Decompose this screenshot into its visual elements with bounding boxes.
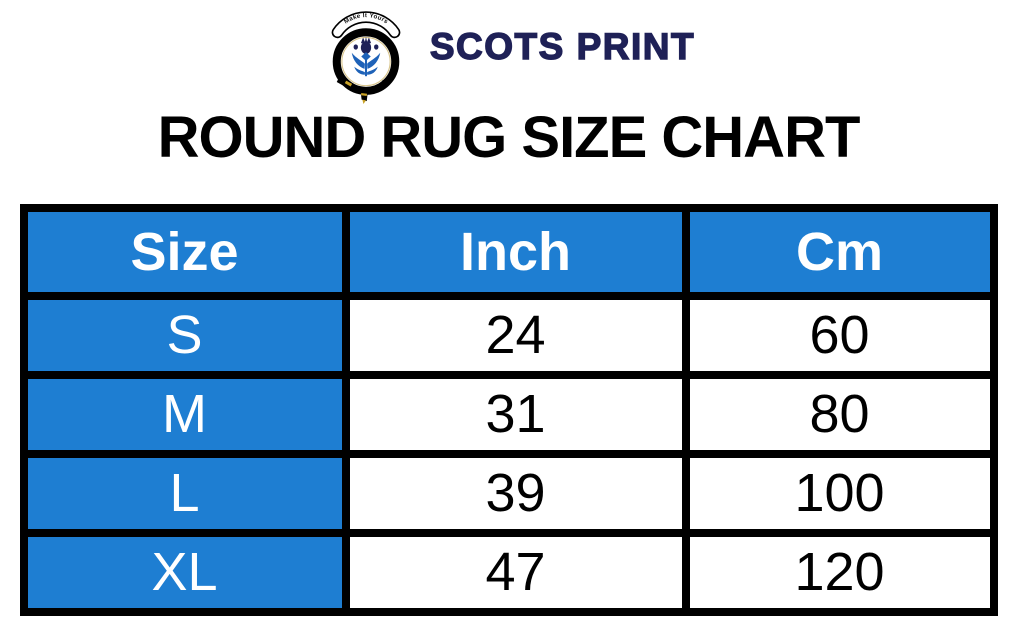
column-header-size: Size [19, 203, 350, 300]
size-label-cell: XL [19, 528, 350, 616]
size-chart-table: Size Inch Cm S 24 60 M 31 80 L 39 100 [19, 203, 998, 616]
column-header-inch: Inch [341, 203, 690, 300]
cm-value-cell: 60 [681, 291, 998, 379]
brand-name: SCOTS PRINT [429, 25, 696, 67]
inch-value-cell: 39 [341, 449, 690, 537]
size-label-cell: M [19, 370, 350, 458]
table-row-m: M 31 80 [19, 370, 998, 458]
inch-value-cell: 24 [341, 291, 690, 379]
brand-header: Make It Yours SCOTS PRINT [0, 0, 1017, 104]
scots-print-crest-logo-icon: Make It Yours [331, 11, 401, 104]
header-row: Size Inch Cm [19, 203, 998, 300]
size-label-cell: L [19, 449, 350, 537]
page-title: ROUND RUG SIZE CHART [157, 105, 861, 170]
cm-value-cell: 80 [681, 370, 998, 458]
cm-value-cell: 120 [681, 528, 998, 616]
column-header-cm: Cm [681, 203, 998, 300]
cm-value-cell: 100 [681, 449, 998, 537]
table-row-s: S 24 60 [19, 291, 998, 379]
size-label-cell: S [19, 291, 350, 379]
inch-value-cell: 47 [341, 528, 690, 616]
table-row-l: L 39 100 [19, 449, 998, 537]
inch-value-cell: 31 [341, 370, 690, 458]
table-row-xl: XL 47 120 [19, 528, 998, 616]
